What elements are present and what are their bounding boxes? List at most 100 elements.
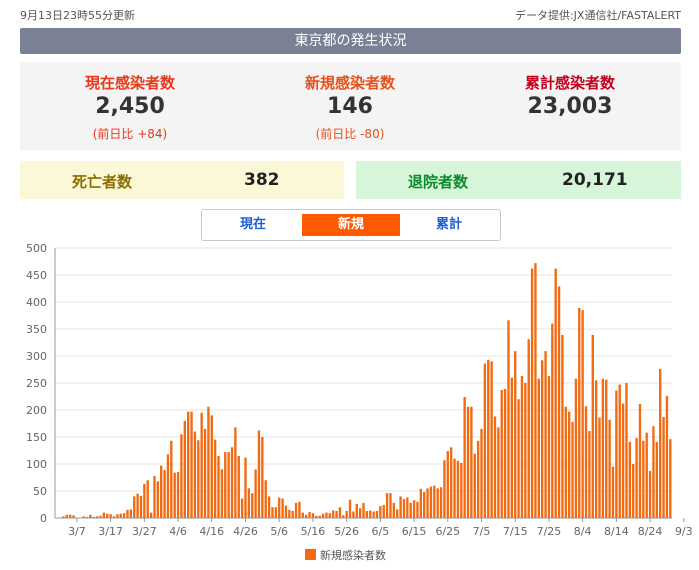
- bar: [247, 488, 251, 518]
- discharged-value: 20,171: [562, 170, 628, 190]
- stat-total-cases: 累計感染者数 23,003: [460, 62, 680, 150]
- x-tick-label: 6/25: [435, 525, 460, 538]
- bar: [264, 480, 267, 518]
- bar: [149, 512, 153, 518]
- bar: [308, 512, 311, 518]
- bar: [460, 462, 463, 518]
- bar: [227, 452, 230, 518]
- bar: [207, 406, 210, 518]
- bar: [517, 399, 520, 518]
- bar: [126, 509, 129, 518]
- stat-label: 累計感染者数: [524, 74, 615, 92]
- bar: [65, 514, 68, 518]
- bar: [480, 428, 483, 518]
- bar: [578, 307, 581, 518]
- bar: [180, 434, 183, 518]
- bar: [176, 472, 180, 518]
- bar: [466, 406, 470, 518]
- bar: [561, 334, 564, 518]
- y-tick-label: 250: [26, 377, 47, 390]
- x-tick-label: 3/17: [98, 525, 123, 538]
- x-tick-label: 4/6: [169, 525, 187, 538]
- bar: [217, 455, 220, 518]
- bar: [294, 502, 298, 518]
- bar: [534, 263, 537, 518]
- bar: [416, 501, 419, 518]
- bar: [62, 516, 65, 518]
- bar: [574, 378, 578, 518]
- bar: [281, 498, 284, 518]
- deaths-value: 382: [244, 170, 280, 190]
- bar: [315, 515, 318, 518]
- deaths-label: 死亡者数: [72, 173, 133, 191]
- bar: [193, 431, 197, 518]
- bar: [584, 406, 588, 518]
- bar: [665, 395, 669, 518]
- tab-current[interactable]: 現在: [239, 217, 266, 232]
- bar: [615, 390, 618, 518]
- chart-tabs: 現在 新規 累計: [201, 209, 501, 241]
- bar: [638, 404, 642, 518]
- bar: [443, 460, 446, 518]
- bar: [335, 510, 338, 518]
- bar: [669, 439, 672, 518]
- bar: [82, 516, 85, 518]
- page-title: 東京都の発生状況: [20, 28, 681, 54]
- bar: [429, 486, 433, 518]
- x-tick-label: 7/15: [503, 525, 528, 538]
- bar: [503, 388, 507, 518]
- bar: [133, 496, 136, 518]
- bar: [261, 437, 264, 518]
- legend-label: 新規感染者数: [320, 548, 386, 562]
- bar: [399, 496, 402, 518]
- updated-timestamp: 9月13日23時55分更新: [20, 9, 135, 22]
- bar: [85, 516, 89, 518]
- bar: [321, 513, 325, 518]
- x-tick-label: 9/3: [675, 525, 693, 538]
- bar: [197, 440, 200, 518]
- bar: [655, 441, 659, 518]
- bar: [119, 513, 122, 518]
- x-tick-label: 4/16: [199, 525, 224, 538]
- bar: [102, 512, 106, 518]
- tab-new[interactable]: 新規: [302, 214, 400, 236]
- x-tick-label: 5/6: [270, 525, 288, 538]
- bar: [493, 416, 497, 518]
- bar: [632, 464, 635, 518]
- x-tick-label: 3/7: [68, 525, 86, 538]
- data-source: データ提供:JX通信社/FASTALERT: [514, 9, 681, 22]
- bar: [618, 384, 621, 518]
- bar: [581, 310, 584, 518]
- stat-current-cases: 現在感染者数 2,450 (前日比 +84): [20, 62, 240, 150]
- bar: [389, 493, 392, 518]
- bar: [473, 453, 476, 518]
- bar: [305, 514, 308, 518]
- bar: [355, 503, 358, 518]
- bar: [392, 502, 396, 518]
- bar: [544, 351, 547, 518]
- bar: [426, 488, 429, 518]
- discharged-label: 退院者数: [408, 173, 469, 191]
- bar: [298, 501, 301, 518]
- bar: [598, 417, 601, 518]
- bar: [557, 286, 561, 518]
- bar: [510, 377, 514, 518]
- bar: [284, 505, 288, 518]
- stat-value: 2,450: [95, 94, 165, 119]
- bar: [564, 406, 567, 518]
- bar: [470, 406, 473, 518]
- bar: [551, 323, 554, 518]
- bar: [652, 426, 655, 518]
- header-bar: 9月13日23時55分更新 データ提供:JX通信社/FASTALERT: [20, 7, 681, 23]
- bar: [446, 451, 449, 518]
- bar: [625, 383, 628, 518]
- bar: [352, 511, 355, 518]
- bar: [183, 420, 186, 518]
- bar: [156, 481, 160, 518]
- bar: [358, 508, 362, 518]
- bar: [369, 510, 372, 518]
- bar: [409, 502, 412, 518]
- bar: [163, 469, 166, 518]
- tab-total[interactable]: 累計: [435, 217, 462, 232]
- bar: [453, 458, 456, 518]
